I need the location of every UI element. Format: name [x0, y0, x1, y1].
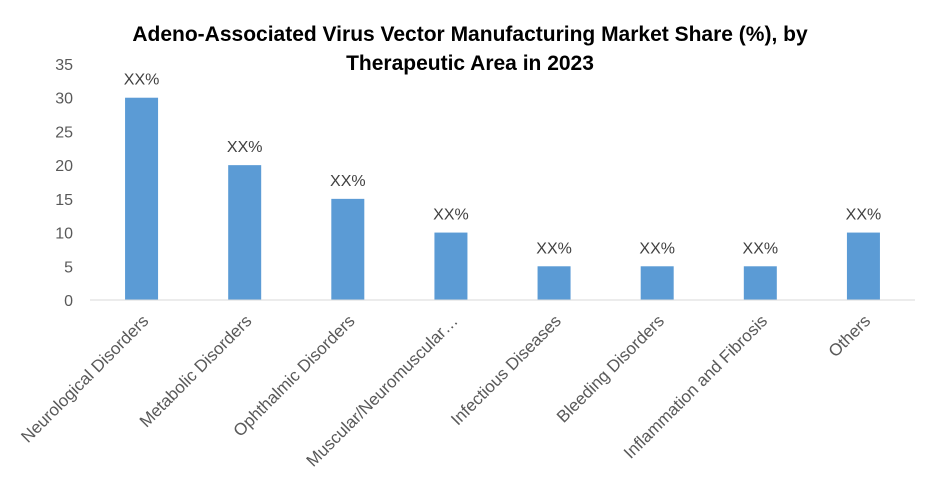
x-tick-label: Others [825, 311, 875, 361]
data-label: XX% [846, 207, 882, 224]
chart-title-line-2: Therapeutic Area in 2023 [346, 52, 594, 75]
data-label: XX% [536, 240, 572, 257]
bar [743, 266, 777, 300]
chart-title-line-1: Adeno-Associated Virus Vector Manufactur… [132, 23, 808, 46]
bar [640, 266, 674, 300]
bar [228, 165, 262, 300]
bar [331, 198, 365, 300]
x-tick-label: Bleeding Disorders [553, 311, 668, 426]
y-axis: 0 5 10 15 20 25 30 35 [55, 57, 73, 310]
bar [846, 232, 880, 300]
bar [434, 232, 468, 300]
data-label: XX% [743, 240, 779, 257]
bar [537, 266, 571, 300]
data-label: XX% [433, 207, 469, 224]
y-tick-label: 10 [55, 226, 73, 243]
x-tick-label: Neurological Disorders [17, 311, 152, 446]
bar [125, 97, 159, 300]
y-tick-label: 35 [55, 57, 73, 74]
y-tick-label: 20 [55, 158, 73, 175]
y-tick-label: 30 [55, 91, 73, 108]
y-tick-label: 0 [64, 293, 73, 310]
data-label: XX% [330, 173, 366, 190]
x-tick-label: Infectious Diseases [447, 311, 565, 429]
data-label: XX% [639, 240, 675, 257]
data-labels: XX% XX% XX% XX% XX% XX% XX% XX% [124, 72, 881, 258]
y-tick-label: 25 [55, 124, 73, 141]
bars [125, 97, 880, 300]
data-label: XX% [227, 139, 263, 156]
x-tick-label: Metabolic Disorders [136, 311, 256, 431]
chart-title: Adeno-Associated Virus Vector Manufactur… [70, 20, 870, 78]
data-label: XX% [124, 72, 160, 89]
y-tick-label: 15 [55, 192, 73, 209]
y-tick-label: 5 [64, 259, 73, 276]
